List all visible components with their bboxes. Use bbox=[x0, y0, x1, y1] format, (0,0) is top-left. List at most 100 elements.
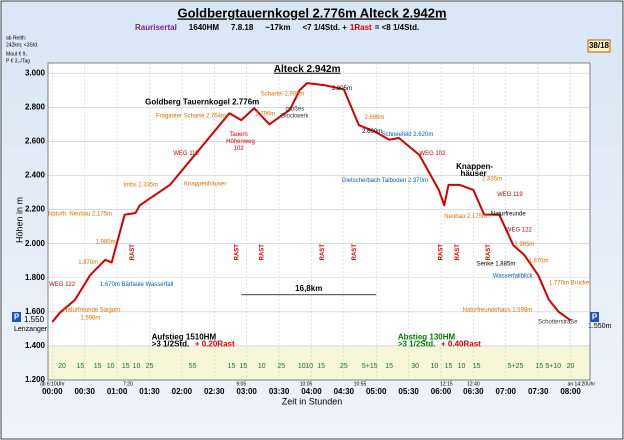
segment-minutes: 15 bbox=[445, 363, 453, 370]
note: ab Reith: bbox=[6, 35, 26, 41]
annotation: Neubau 2.175m bbox=[444, 214, 487, 220]
segment-minutes: 10 bbox=[305, 363, 313, 370]
note: Maut € 9, bbox=[6, 51, 27, 57]
subtitle-item: ~17km bbox=[265, 23, 290, 32]
annotation: WEG 102 bbox=[419, 151, 446, 157]
clock-label: 12:15 bbox=[440, 381, 453, 387]
x-tick-label: 07:00 bbox=[496, 387, 517, 396]
y-axis-label: Höhen in m bbox=[14, 197, 24, 243]
annotation: Schneefeld 2.620m bbox=[382, 132, 434, 138]
profile-line bbox=[51, 82, 572, 323]
summary: + 0.40Rast bbox=[441, 339, 481, 348]
segment-minutes: 15 bbox=[317, 363, 325, 370]
annotation: großes bbox=[286, 107, 305, 113]
summary: Aufstieg 1510HM bbox=[152, 333, 217, 342]
annotation: Fraganter Scharte 2.754m bbox=[156, 113, 226, 119]
subtitle-item: Raurisertal bbox=[135, 23, 177, 32]
annotation: Gletscherbach Talboden 2.370m bbox=[342, 178, 428, 184]
rest-label: RAST bbox=[352, 244, 358, 261]
segment-minutes: 10 bbox=[107, 363, 115, 370]
annotation: 2.905m bbox=[332, 86, 352, 92]
x-tick-label: 08:00 bbox=[560, 387, 581, 396]
annotation: Senke 1.885m bbox=[477, 262, 516, 268]
start-place: Lenzanger bbox=[14, 326, 48, 333]
segment-minutes: 30 bbox=[411, 363, 419, 370]
x-tick-label: 04:30 bbox=[334, 387, 355, 396]
annotation: Naturfr. Neubau 2.175m bbox=[48, 211, 112, 217]
annotation: WEG 122 bbox=[49, 282, 76, 288]
x-tick-label: 00:30 bbox=[74, 387, 95, 396]
clock-label: 10:55 bbox=[354, 381, 367, 387]
subtitle-item: <7 1/4Std. + bbox=[302, 23, 347, 32]
plot-area bbox=[48, 63, 590, 380]
segment-minutes: 20 bbox=[58, 363, 66, 370]
x-tick-label: 04:00 bbox=[301, 387, 322, 396]
annotation: 1.870m bbox=[528, 258, 548, 264]
annotation: häuser bbox=[460, 169, 486, 178]
chart-title: Goldbergtauernkogel 2.776m Alteck 2.942m bbox=[177, 5, 446, 20]
annotation: Knappenhäuser bbox=[184, 182, 226, 188]
annotation: 1.985m bbox=[96, 240, 116, 246]
x-tick-label: 05:00 bbox=[366, 387, 387, 396]
annotation: Naturfreunde Saigurn bbox=[63, 308, 120, 314]
segment-minutes: 15 bbox=[535, 363, 543, 370]
subtitle: Raurisertal 1640HM 7.8.18 ~17km <7 1/4Std. +… bbox=[135, 23, 419, 32]
annotation: Naturfreunde bbox=[491, 211, 527, 217]
segment-minutes: 25 bbox=[146, 363, 154, 370]
annotation: Naturfreundehaus 1.598m bbox=[463, 308, 533, 314]
rest-label: RAST bbox=[486, 244, 492, 261]
segment-minutes: 10 bbox=[133, 363, 141, 370]
segment-minutes: 15 bbox=[228, 363, 236, 370]
x-tick-label: 01:30 bbox=[139, 387, 160, 396]
note: P € 3,-/Tag bbox=[6, 58, 30, 64]
start-height: 1.550 bbox=[24, 315, 45, 324]
y-tick-label: 2.400 bbox=[25, 171, 46, 180]
peak-label: Alteck 2.942m bbox=[274, 64, 341, 75]
y-tick-label: 1.400 bbox=[25, 341, 46, 350]
y-tick-label: 2.600 bbox=[25, 137, 46, 146]
annotation: Imbs 2.335m bbox=[124, 182, 159, 188]
end-height: 1.550m bbox=[588, 323, 612, 330]
annotation: 2.696m bbox=[364, 115, 384, 121]
plot-border bbox=[47, 62, 591, 381]
subtitle-item: = <8 1/4Std. bbox=[375, 23, 419, 32]
annotation: 2.796m bbox=[255, 112, 275, 118]
segment-minutes: 15 bbox=[240, 363, 248, 370]
x-axis-label: Zeit in Stunden bbox=[282, 396, 343, 406]
segment-minutes: 10 bbox=[298, 363, 306, 370]
segment-minutes: 20 bbox=[567, 363, 575, 370]
x-tick-label: 00:00 bbox=[42, 387, 63, 396]
clock-label: 7:20 bbox=[123, 381, 133, 387]
y-tick-label: 2.000 bbox=[25, 239, 46, 248]
badge-box bbox=[587, 39, 611, 53]
y-tick-label: 1.200 bbox=[25, 375, 46, 384]
segment-minutes: 55 bbox=[189, 363, 197, 370]
annotation: 2.660m bbox=[362, 129, 382, 135]
y-tick-label: 3.000 bbox=[25, 68, 46, 77]
parking-box bbox=[590, 312, 599, 322]
annotation: Goldberg Tauernkogel 2.776m bbox=[145, 97, 259, 106]
annotation: 1.770m Brücke bbox=[549, 280, 590, 286]
annotation: 1.598m bbox=[80, 315, 100, 321]
annotation: 102 bbox=[234, 146, 245, 152]
annotation: 1.870m bbox=[78, 260, 98, 266]
rest-label: RAST bbox=[439, 244, 445, 261]
rest-label: RAST bbox=[455, 244, 461, 261]
rest-label: RAST bbox=[259, 244, 265, 261]
annotation: Schartel 2.905m bbox=[261, 91, 305, 97]
segment-minutes: 15 bbox=[94, 363, 102, 370]
annotation: Wasserfallblick bbox=[493, 274, 534, 280]
clock-label: ab 6:10Uhr bbox=[40, 381, 65, 387]
segment-minutes: 15 bbox=[76, 363, 84, 370]
annotation: WEG 122 bbox=[506, 228, 533, 234]
annotation: Knappen- bbox=[456, 162, 493, 171]
segment-minutes: 15 bbox=[385, 363, 393, 370]
parking-box bbox=[12, 312, 21, 322]
x-tick-label: 06:00 bbox=[431, 387, 452, 396]
summary: + 0.20Rast bbox=[195, 339, 235, 348]
page-badge: 38/18 bbox=[589, 41, 610, 50]
annotation: Blockwerk bbox=[281, 113, 309, 119]
annotation: 2.335m bbox=[482, 176, 502, 182]
segment-minutes: 5+15 bbox=[362, 363, 378, 370]
